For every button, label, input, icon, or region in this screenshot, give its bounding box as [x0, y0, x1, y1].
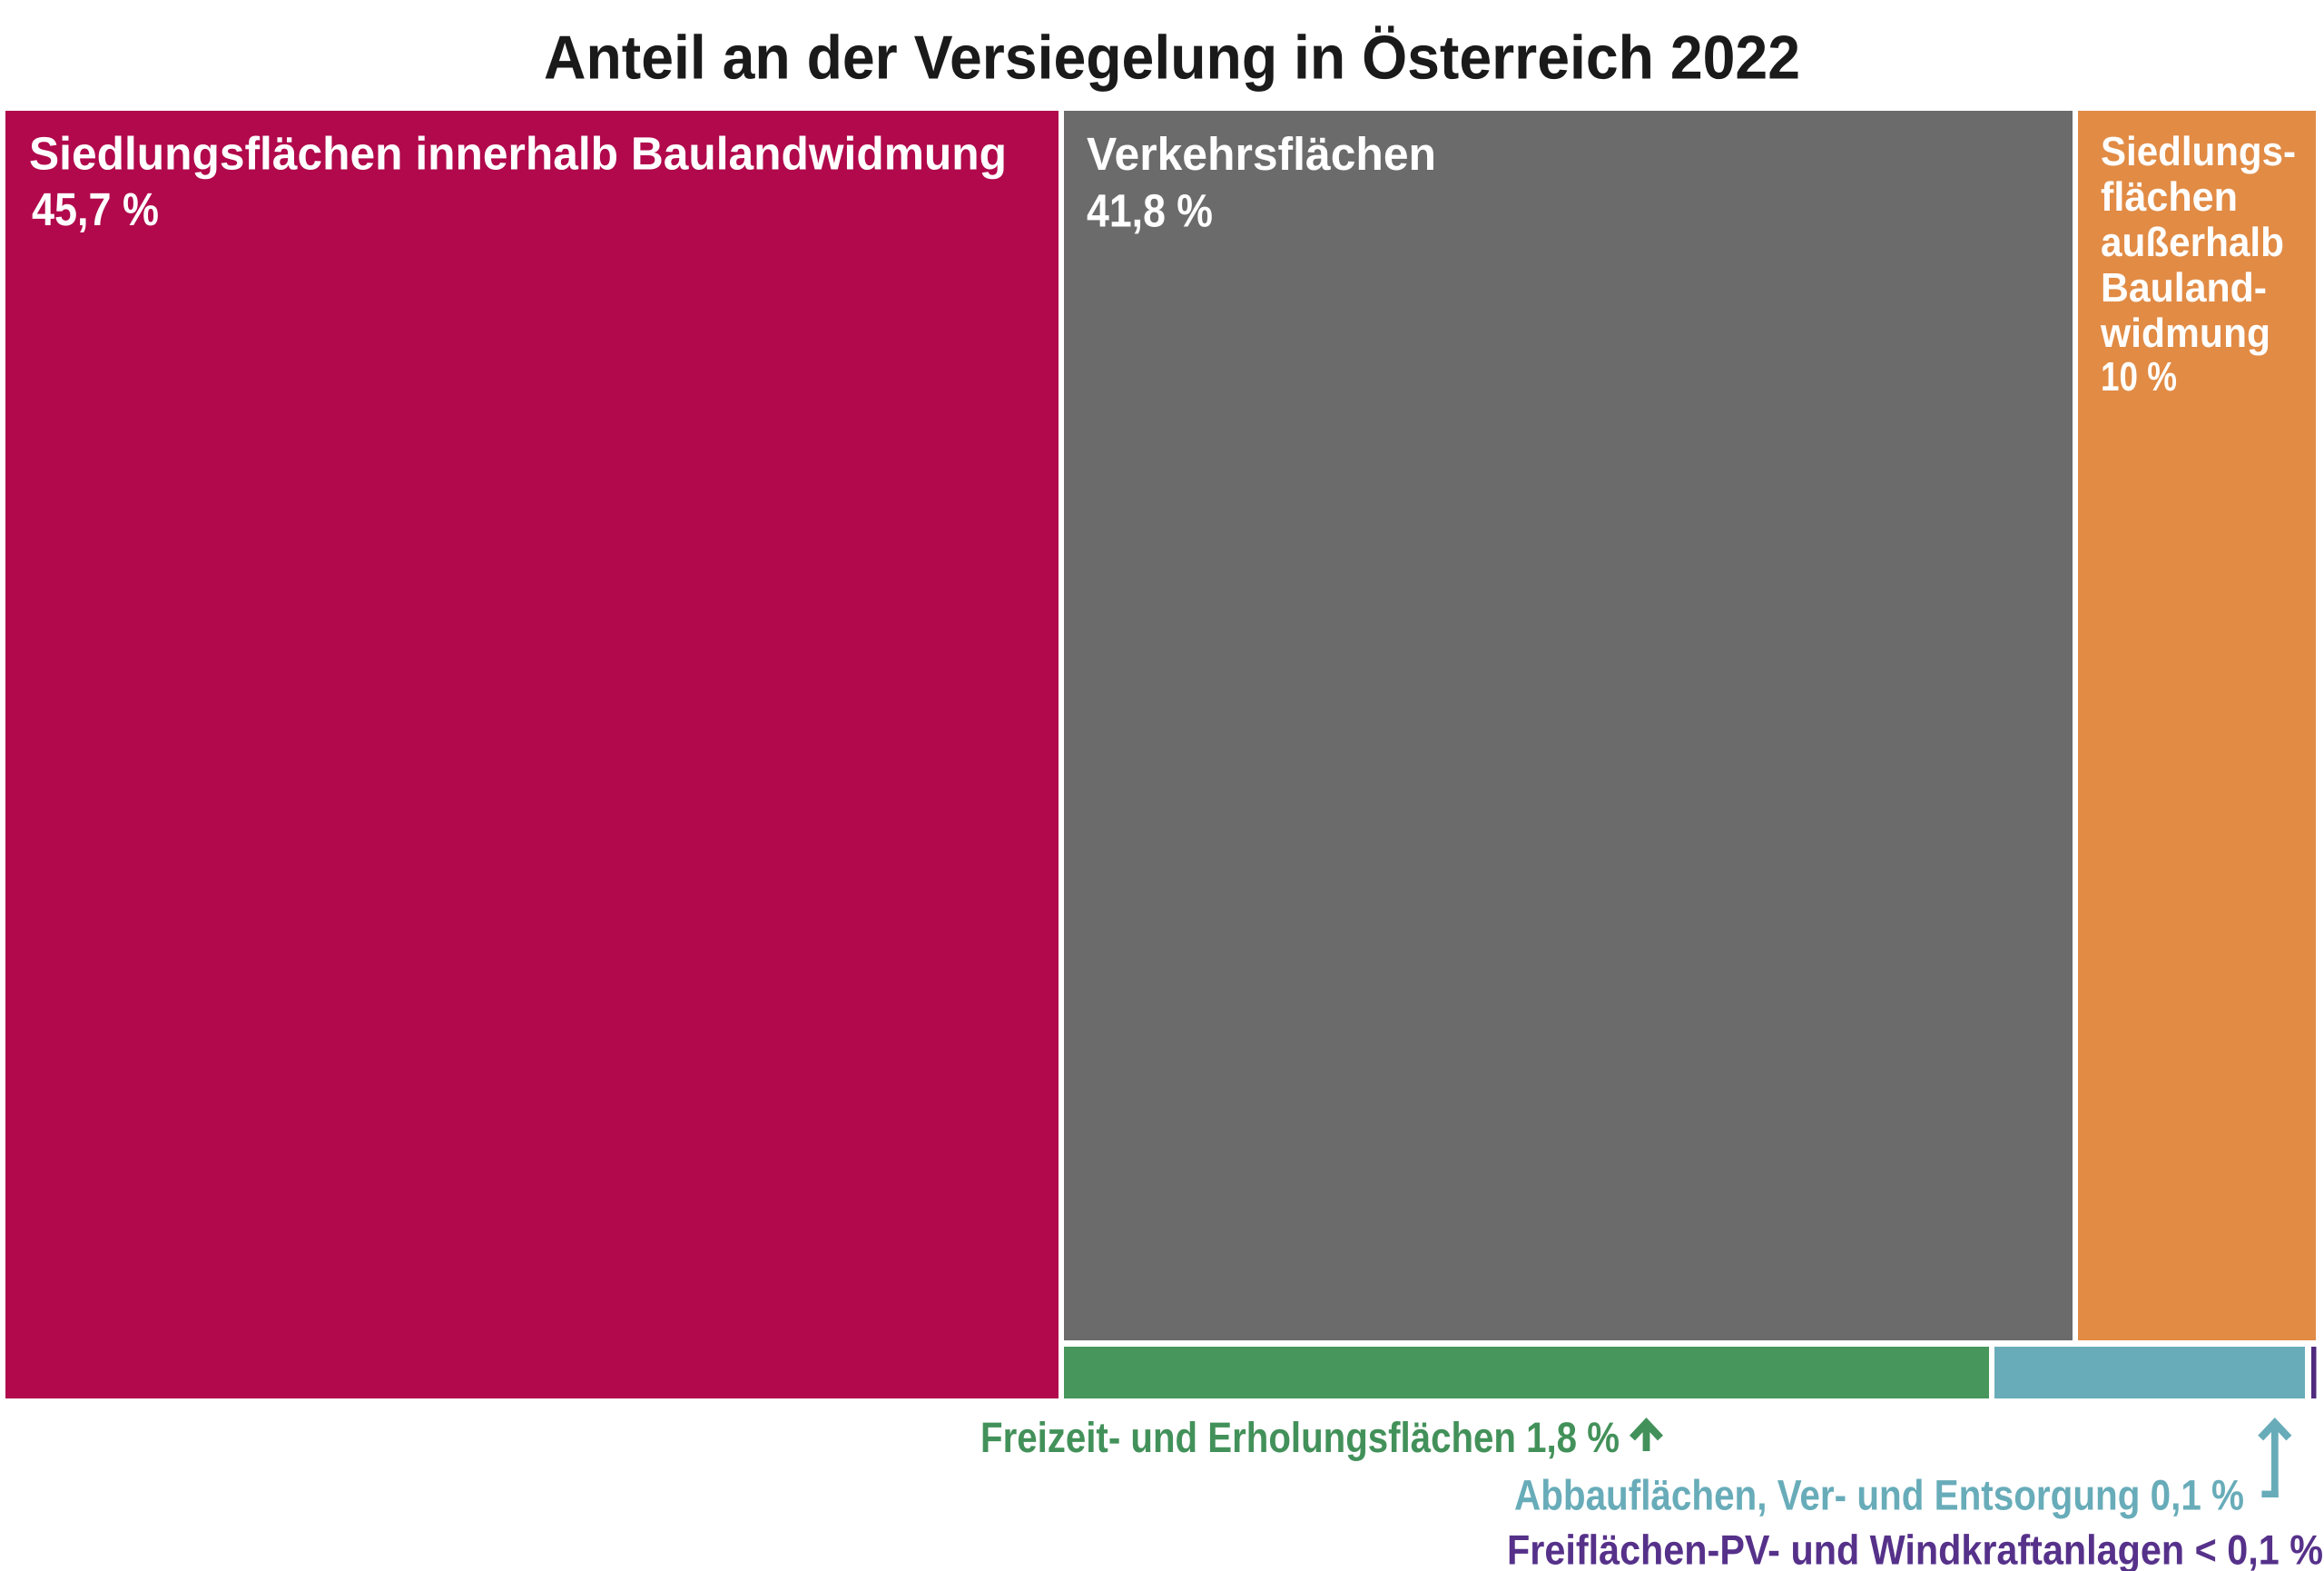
svg-text:41,8 %: 41,8 % [1087, 185, 1213, 237]
svg-text:Verkehrsflächen: Verkehrsflächen [1087, 128, 1436, 180]
svg-text:Bauland-: Bauland- [2101, 264, 2267, 311]
svg-text:außerhalb: außerhalb [2101, 219, 2284, 265]
svg-text:widmung: widmung [2100, 310, 2270, 356]
svg-text:Siedlungs-: Siedlungs- [2101, 128, 2296, 174]
svg-text:45,7 %: 45,7 % [32, 183, 159, 235]
svg-text:Anteil an der Versiegelung in: Anteil an der Versiegelung in Österreich… [544, 24, 1800, 93]
svg-text:flächen: flächen [2101, 173, 2238, 220]
svg-text:Abbauflächen, Ver- und Entsorg: Abbauflächen, Ver- und Entsorgung 0,1 % [1514, 1471, 2244, 1519]
svg-text:Freiflächen-PV- und Windkrafta: Freiflächen-PV- und Windkraftanlagen < 0… [1507, 1527, 2323, 1571]
svg-text:Siedlungsflächen innerhalb Bau: Siedlungsflächen innerhalb Baulandwidmun… [29, 128, 1007, 180]
svg-text:10 %: 10 % [2101, 353, 2177, 400]
svg-text:Freizeit- und Erholungsflächen: Freizeit- und Erholungsflächen 1,8 % [980, 1413, 1620, 1461]
